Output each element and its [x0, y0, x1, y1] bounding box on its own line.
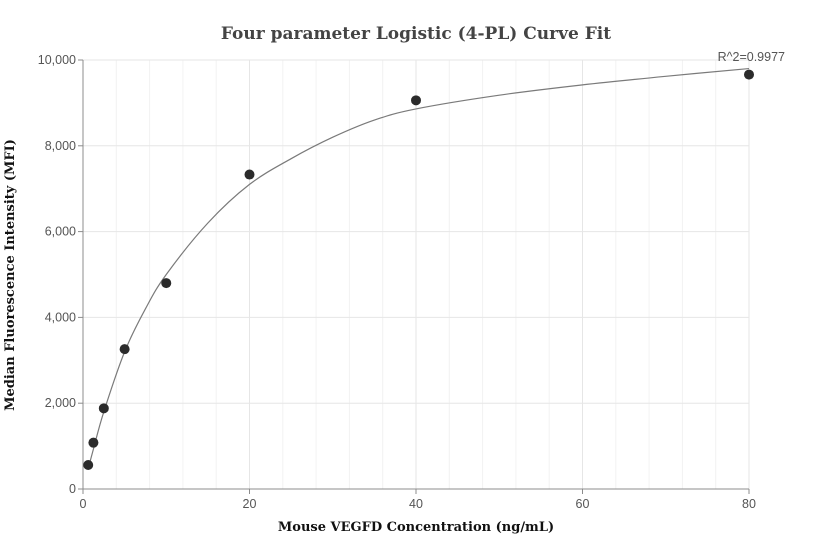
- y-tick-label: 2,000: [45, 396, 76, 410]
- fit-curve: [87, 67, 750, 469]
- data-point: [744, 69, 754, 80]
- y-axis-title: Median Fluorescence Intensity (MFI): [3, 139, 18, 411]
- chart-title: Four parameter Logistic (4-PL) Curve Fit: [221, 24, 611, 44]
- y-tick-label: 10,000: [38, 53, 76, 67]
- data-point: [411, 95, 421, 106]
- data-point: [161, 278, 172, 289]
- x-tick-label: 80: [742, 497, 756, 511]
- grid: [83, 59, 750, 489]
- data-point: [119, 344, 130, 355]
- data-point: [83, 459, 94, 470]
- y-tick-label: 8,000: [45, 139, 76, 153]
- x-tick-label: 40: [409, 497, 423, 511]
- y-tick-label: 6,000: [45, 225, 76, 239]
- data-point: [244, 169, 255, 180]
- data-point: [98, 403, 109, 414]
- y-tick-label: 4,000: [45, 310, 76, 324]
- r-squared-annotation: R^2=0.9977: [718, 50, 785, 64]
- tick-labels: 0 2,000 4,000 6,000 8,000 10,000 0 20 40 60 80: [38, 53, 756, 511]
- data-point: [88, 437, 99, 448]
- data-points: [83, 69, 754, 470]
- y-tick-label: 0: [69, 482, 76, 496]
- x-tick-label: 20: [243, 497, 257, 511]
- x-tick-label: 0: [80, 497, 87, 511]
- x-tick-label: 60: [576, 497, 590, 511]
- x-axis-title: Mouse VEGFD Concentration (ng/mL): [278, 520, 554, 535]
